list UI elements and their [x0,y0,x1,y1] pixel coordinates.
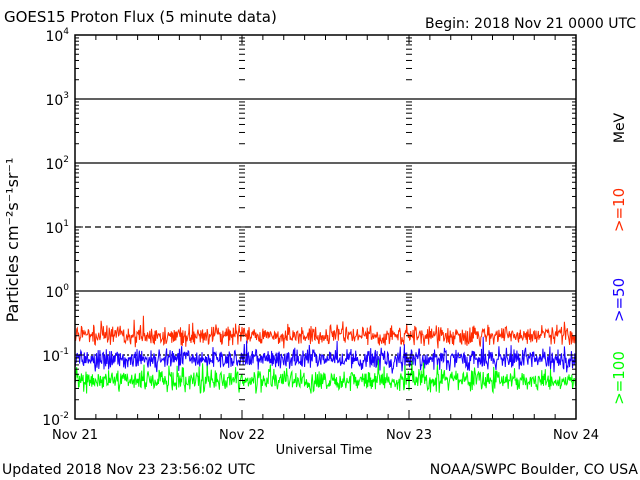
series-layer [74,315,577,395]
credit-text: NOAA/SWPC Boulder, CO USA [430,462,639,478]
x-tick-label: Nov 23 [386,428,432,443]
begin-timestamp: Begin: 2018 Nov 21 0000 UTC [425,16,636,32]
grid-lines [75,98,576,356]
y-tick-label: 102 [45,155,69,173]
updated-timestamp: Updated 2018 Nov 23 23:56:02 UTC [2,462,255,478]
y-tick-label: 100 [45,283,69,301]
x-tick-label: Nov 22 [219,428,265,443]
chart-title: GOES15 Proton Flux (5 minute data) [4,8,277,26]
y-tick-label: 104 [45,27,69,45]
y-axis-label: Particles cm⁻²s⁻¹sr⁻¹ [3,158,22,323]
legend-entry-2: >=50 [610,278,628,322]
y-tick-label: 10-2 [42,411,69,429]
y-tick-label: 103 [45,91,69,109]
y-tick-label: 101 [45,219,69,237]
series-line-1 [74,315,577,349]
axes [74,34,577,420]
legend-unit: MeV [612,112,628,143]
legend-entry-3: >=100 [610,351,628,405]
y-tick-label: 10-1 [42,347,69,365]
series-line-2 [74,336,577,374]
legend: MeV >=10 >=50 >=100 [610,112,628,404]
legend-entry-1: >=10 [610,188,628,232]
x-axis-label: Universal Time [276,443,373,458]
y-tick-labels: 10-2 10-1 100 101 102 103 104 [42,27,69,429]
x-tick-label: Nov 24 [553,428,599,443]
x-tick-label: Nov 21 [52,428,98,443]
series-line-3 [75,359,577,395]
x-tick-labels: Nov 21 Nov 22 Nov 23 Nov 24 [52,428,599,443]
